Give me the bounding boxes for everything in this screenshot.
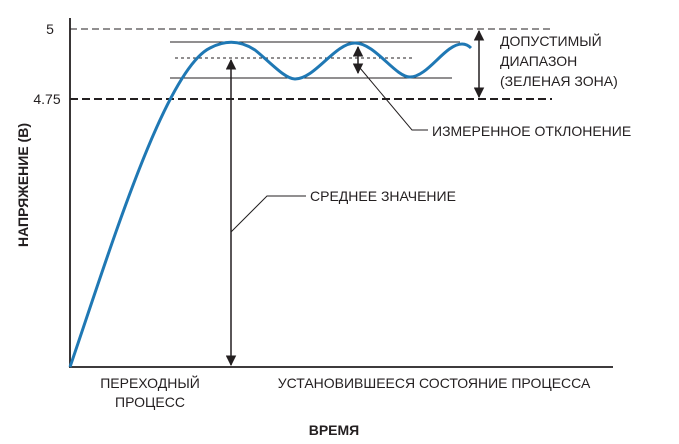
y-tick-bottom: 4.75 bbox=[33, 91, 60, 107]
transient-label-2: ПРОЦЕСС bbox=[115, 394, 185, 410]
y-tick-top: 5 bbox=[46, 21, 54, 37]
mean-value-label: СРЕДНЕЕ ЗНАЧЕНИЕ bbox=[310, 188, 456, 204]
signal-curve bbox=[68, 40, 473, 368]
allowed-range-label-3: (ЗЕЛЕНАЯ ЗОНА) bbox=[500, 73, 618, 89]
x-axis-label: ВРЕМЯ bbox=[309, 422, 360, 438]
y-axis-label: НАПРЯЖЕНИЕ (В) bbox=[15, 123, 31, 247]
steady-state-label: УСТАНОВИВШЕЕСЯ СОСТОЯНИЕ ПРОЦЕССА bbox=[278, 375, 591, 391]
transient-label-1: ПЕРЕХОДНЫЙ bbox=[100, 374, 200, 391]
mean-value-leader-line bbox=[230, 195, 306, 233]
allowed-range-label-2: ДИАПАЗОН bbox=[500, 53, 577, 69]
allowed-range-label-1: ДОПУСТИМЫЙ bbox=[500, 32, 602, 49]
measured-deviation-label: ИЗМЕРЕННОЕ ОТКЛОНЕНИЕ bbox=[432, 123, 631, 139]
deviation-leader-line bbox=[359, 67, 428, 131]
